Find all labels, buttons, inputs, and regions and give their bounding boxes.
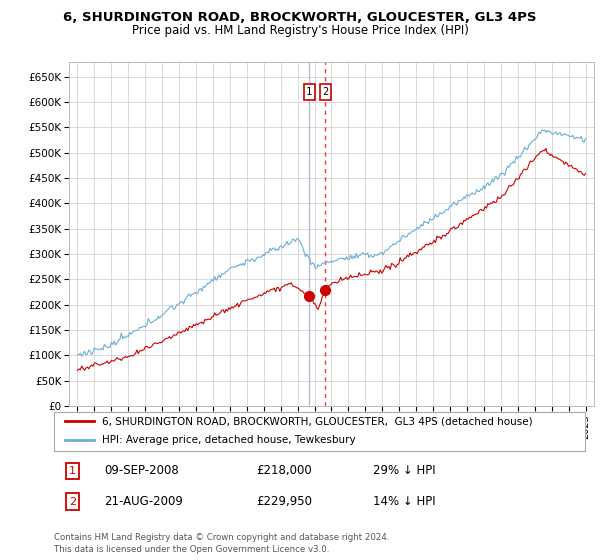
Text: 6, SHURDINGTON ROAD, BROCKWORTH, GLOUCESTER, GL3 4PS: 6, SHURDINGTON ROAD, BROCKWORTH, GLOUCES…	[63, 11, 537, 24]
Text: 1: 1	[306, 87, 313, 97]
Text: £229,950: £229,950	[256, 495, 312, 508]
Text: £218,000: £218,000	[256, 464, 311, 478]
Text: Contains HM Land Registry data © Crown copyright and database right 2024.
This d: Contains HM Land Registry data © Crown c…	[54, 533, 389, 554]
Text: Price paid vs. HM Land Registry's House Price Index (HPI): Price paid vs. HM Land Registry's House …	[131, 24, 469, 37]
Text: 2: 2	[69, 497, 76, 507]
Text: 2: 2	[322, 87, 329, 97]
Text: 29% ↓ HPI: 29% ↓ HPI	[373, 464, 435, 478]
Text: 09-SEP-2008: 09-SEP-2008	[104, 464, 179, 478]
Text: 1: 1	[69, 466, 76, 476]
Text: 14% ↓ HPI: 14% ↓ HPI	[373, 495, 435, 508]
Text: HPI: Average price, detached house, Tewkesbury: HPI: Average price, detached house, Tewk…	[102, 435, 355, 445]
Text: 6, SHURDINGTON ROAD, BROCKWORTH, GLOUCESTER,  GL3 4PS (detached house): 6, SHURDINGTON ROAD, BROCKWORTH, GLOUCES…	[102, 417, 532, 426]
Text: 21-AUG-2009: 21-AUG-2009	[104, 495, 184, 508]
